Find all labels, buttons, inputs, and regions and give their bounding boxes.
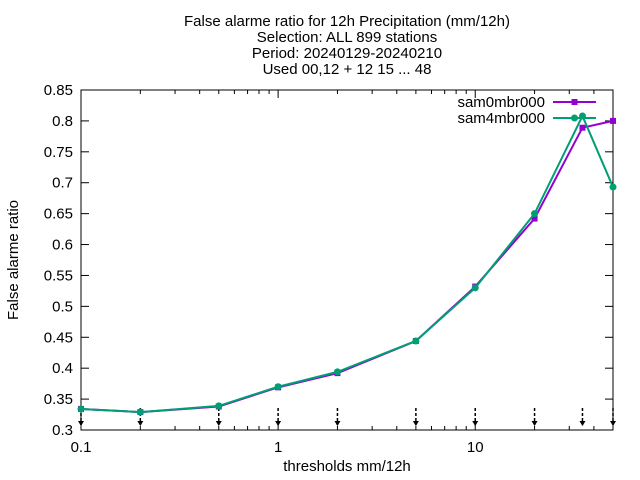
y-tick-label: 0.5 bbox=[52, 298, 73, 315]
data-point-sam4mbr000 bbox=[77, 405, 85, 413]
plot-frame bbox=[80, 89, 614, 431]
legend-marker-sam4mbr000 bbox=[571, 114, 578, 122]
data-point-sam4mbr000 bbox=[531, 210, 539, 218]
threshold-marker bbox=[275, 408, 282, 426]
x-axis-title: thresholds mm/12h bbox=[283, 458, 411, 475]
y-tick-label: 0.85 bbox=[44, 82, 73, 99]
data-point-sam4mbr000 bbox=[215, 402, 223, 410]
data-point-sam4mbr000 bbox=[333, 368, 341, 376]
legend-label-sam4mbr000: sam4mbr000 bbox=[457, 110, 545, 127]
y-tick-label: 0.55 bbox=[44, 267, 73, 284]
x-tick-label: 10 bbox=[467, 439, 484, 456]
y-tick-label: 0.8 bbox=[52, 113, 73, 130]
x-tick-label: 0.1 bbox=[71, 439, 92, 456]
threshold-marker bbox=[334, 408, 341, 426]
data-point-sam4mbr000 bbox=[136, 408, 144, 416]
y-tick-label: 0.6 bbox=[52, 237, 73, 254]
y-tick-label: 0.4 bbox=[52, 360, 73, 377]
data-point-sam0mbr000 bbox=[531, 215, 538, 222]
threshold-marker bbox=[412, 408, 419, 426]
legend-marker-sam0mbr000 bbox=[571, 99, 578, 105]
title-line-3: Period: 20240129-20240210 bbox=[252, 45, 442, 62]
y-tick-label: 0.35 bbox=[44, 391, 73, 408]
series-layer bbox=[77, 112, 617, 416]
y-axis: 0.3 0.35 0.4 0.45 0.5 0.55 0.6 0.65 0.7 0.75 0.8 0.… bbox=[44, 82, 613, 439]
data-point-sam4mbr000 bbox=[471, 284, 479, 292]
legend-label-sam0mbr000: sam0mbr000 bbox=[457, 94, 545, 111]
x-tick-label: 1 bbox=[274, 439, 282, 456]
data-point-sam4mbr000 bbox=[609, 183, 617, 191]
y-tick-label: 0.75 bbox=[44, 144, 73, 161]
data-point-sam4mbr000 bbox=[274, 383, 282, 391]
y-tick-label: 0.45 bbox=[44, 329, 73, 346]
data-point-sam0mbr000 bbox=[610, 117, 616, 124]
threshold-marker bbox=[579, 408, 586, 426]
threshold-marker bbox=[610, 408, 616, 426]
threshold-marker bbox=[531, 408, 538, 426]
data-point-sam0mbr000 bbox=[579, 124, 586, 131]
chart-title: False alarme ratio for 12h Precipitation… bbox=[184, 13, 510, 78]
title-line-1: False alarme ratio for 12h Precipitation… bbox=[184, 13, 510, 30]
title-line-4: Used 00,12 + 12 15 ... 48 bbox=[263, 61, 432, 78]
y-tick-label: 0.7 bbox=[52, 175, 73, 192]
series-line-sam4mbr000 bbox=[80, 113, 614, 414]
threshold-marker bbox=[215, 408, 222, 426]
y-axis-title: False alarme ratio bbox=[5, 200, 22, 320]
y-tick-label: 0.65 bbox=[44, 206, 73, 223]
y-tick-label: 0.3 bbox=[52, 422, 73, 439]
x-axis: 0.1 1 10 bbox=[71, 90, 614, 456]
title-line-2: Selection: ALL 899 stations bbox=[257, 29, 437, 46]
threshold-marker bbox=[472, 408, 479, 426]
data-point-sam4mbr000 bbox=[412, 337, 420, 345]
